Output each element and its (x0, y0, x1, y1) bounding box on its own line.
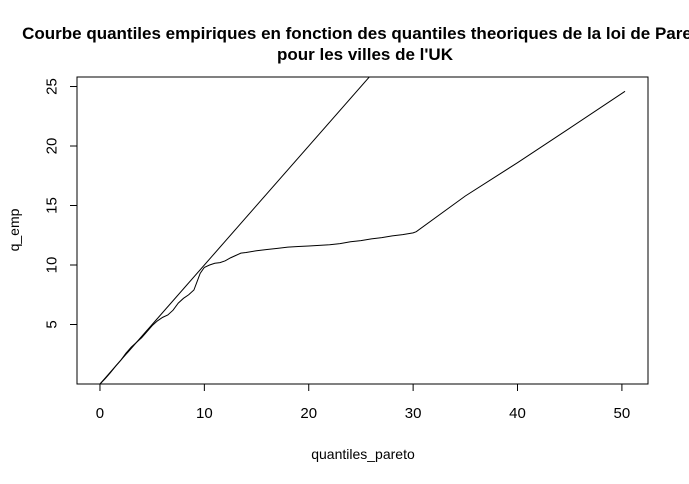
x-axis-label: quantiles_pareto (311, 446, 415, 462)
y-tick-label: 10 (44, 257, 61, 274)
x-tick-label: 40 (509, 405, 526, 422)
chart-subtitle: pour les villes de l'UK (277, 45, 454, 64)
x-tick-label: 50 (614, 405, 631, 422)
x-tick-label: 30 (405, 405, 422, 422)
reference-line-y-equals-x (99, 77, 370, 384)
y-axis-label: q_emp (6, 208, 22, 251)
empirical-quantile-line (99, 90, 626, 384)
x-tick-label: 0 (96, 405, 104, 422)
series-layer (99, 77, 626, 384)
y-tick-label: 5 (44, 320, 61, 328)
y-tick-label: 20 (44, 138, 61, 155)
x-axis: 0 10 20 30 40 50 (96, 383, 631, 422)
plot-box (76, 76, 649, 385)
chart-title: Courbe quantiles empiriques en fonction … (22, 24, 689, 43)
y-tick-label: 15 (44, 197, 61, 214)
x-tick-label: 20 (300, 405, 317, 422)
x-tick-label: 10 (196, 405, 213, 422)
y-tick-label: 25 (44, 78, 61, 95)
y-axis: 5 10 15 20 25 (44, 78, 78, 329)
